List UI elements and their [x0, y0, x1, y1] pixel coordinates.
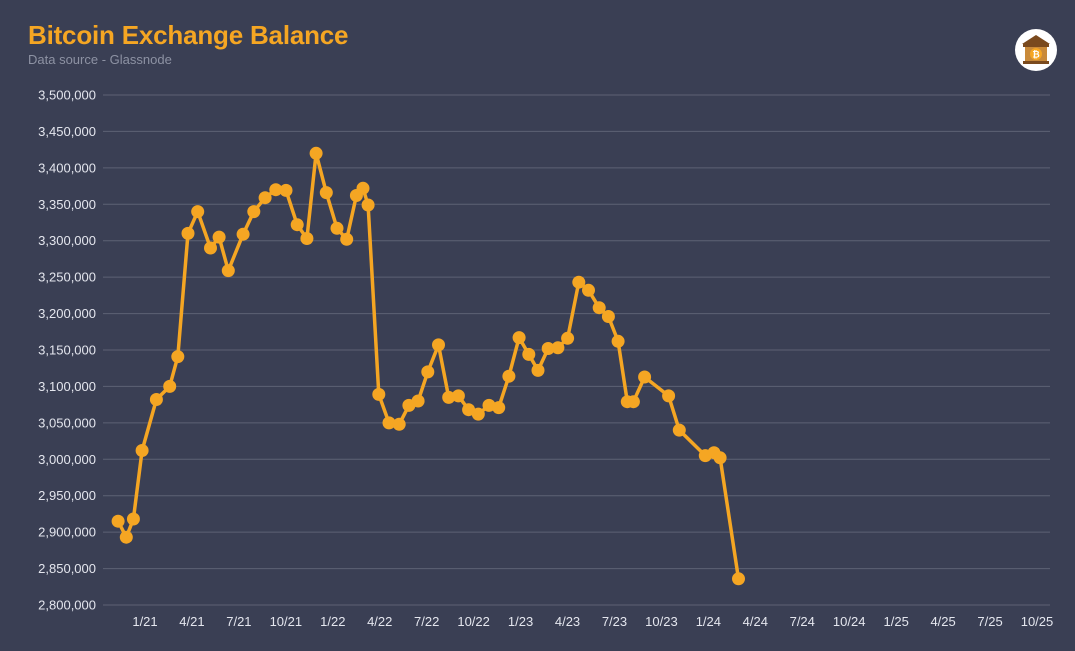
- data-point: [672, 423, 686, 437]
- chart-title: Bitcoin Exchange Balance: [28, 20, 349, 50]
- x-tick-label: 10/24: [833, 614, 866, 629]
- grid-lines: [103, 94, 1050, 606]
- data-point: [269, 183, 283, 197]
- x-axis-tick-labels: 1/21 4/21 7/21 10/21 1/22 4/22 7/22 10/22 1/23 4/…: [132, 614, 1053, 629]
- x-tick-label: 1/22: [320, 614, 345, 629]
- y-tick-label: 3,350,000: [38, 197, 96, 212]
- data-point: [442, 390, 456, 404]
- data-point: [432, 338, 445, 352]
- y-tick-label: 2,800,000: [38, 598, 96, 613]
- data-point: [392, 417, 406, 431]
- data-point: [462, 403, 476, 417]
- y-tick-label: 3,400,000: [38, 160, 96, 175]
- data-point: [126, 512, 140, 526]
- data-point: [356, 181, 370, 195]
- y-tick-label: 3,000,000: [38, 452, 96, 467]
- data-point: [592, 301, 606, 315]
- data-point: [713, 451, 727, 465]
- bitcoin-bank-icon: ₿: [1014, 28, 1058, 72]
- x-tick-label: 7/24: [790, 614, 815, 629]
- data-point: [330, 221, 344, 235]
- data-point: [451, 389, 465, 403]
- data-point: [626, 395, 640, 409]
- data-point: [662, 389, 676, 403]
- data-point: [236, 227, 250, 241]
- x-tick-label: 1/25: [884, 614, 909, 629]
- y-tick-label: 3,100,000: [38, 379, 96, 394]
- data-point: [522, 347, 536, 361]
- data-point: [340, 232, 354, 246]
- data-point: [382, 416, 396, 430]
- y-tick-label: 3,450,000: [38, 124, 96, 139]
- data-point: [300, 232, 314, 245]
- x-tick-label: 1/21: [132, 614, 157, 629]
- data-point: [212, 230, 226, 244]
- data-point: [582, 283, 595, 297]
- data-point: [204, 241, 217, 255]
- x-tick-label: 1/23: [508, 614, 533, 629]
- data-point: [638, 370, 652, 384]
- data-point: [421, 365, 435, 379]
- chart-subtitle: Data source - Glassnode: [28, 52, 172, 67]
- data-point: [309, 146, 323, 160]
- x-tick-label: 4/24: [743, 614, 768, 629]
- x-tick-label: 7/25: [977, 614, 1002, 629]
- y-tick-label: 2,950,000: [38, 488, 96, 503]
- data-point: [611, 334, 625, 348]
- data-point: [551, 341, 565, 355]
- data-point: [601, 310, 615, 323]
- data-point: [181, 226, 195, 240]
- x-tick-label: 4/22: [367, 614, 392, 629]
- data-point: [471, 407, 485, 421]
- y-tick-label: 3,300,000: [38, 233, 96, 248]
- x-tick-label: 7/21: [226, 614, 251, 629]
- y-tick-label: 3,500,000: [38, 88, 96, 103]
- data-point: [258, 191, 272, 205]
- y-tick-label: 2,850,000: [38, 561, 96, 576]
- data-point: [541, 342, 555, 355]
- series-points-group: [111, 146, 745, 586]
- data-point: [111, 514, 125, 528]
- data-point: [411, 394, 425, 408]
- data-point: [572, 275, 586, 289]
- data-point: [135, 444, 149, 457]
- x-tick-label: 7/22: [414, 614, 439, 629]
- data-point: [319, 186, 333, 200]
- x-tick-label: 7/23: [602, 614, 627, 629]
- data-point: [732, 572, 745, 586]
- x-tick-label: 10/21: [270, 614, 303, 629]
- x-tick-label: 10/23: [645, 614, 678, 629]
- data-point: [482, 398, 496, 412]
- data-point: [191, 205, 205, 219]
- data-point: [247, 205, 261, 219]
- data-point: [502, 369, 516, 383]
- x-tick-label: 4/21: [179, 614, 204, 629]
- data-point: [221, 264, 235, 278]
- data-point: [290, 218, 304, 232]
- x-tick-label: 10/22: [457, 614, 490, 629]
- y-tick-label: 3,050,000: [38, 415, 96, 430]
- data-point: [279, 183, 293, 197]
- svg-text:₿: ₿: [1032, 50, 1039, 61]
- x-tick-label: 4/23: [555, 614, 580, 629]
- y-tick-label: 2,900,000: [38, 525, 96, 540]
- data-point: [561, 331, 575, 345]
- x-tick-label: 4/25: [930, 614, 955, 629]
- data-point: [149, 393, 163, 406]
- data-point: [171, 350, 185, 364]
- y-tick-label: 3,200,000: [38, 306, 96, 321]
- data-point: [361, 198, 375, 212]
- y-tick-label: 3,150,000: [38, 343, 96, 358]
- x-tick-label: 10/25: [1021, 614, 1054, 629]
- x-tick-label: 1/24: [696, 614, 721, 629]
- data-point: [163, 379, 177, 393]
- data-point: [372, 387, 386, 401]
- data-point: [512, 331, 526, 345]
- y-tick-label: 3,250,000: [38, 270, 96, 285]
- data-point: [531, 363, 545, 377]
- y-axis-tick-labels: 2,800,000 2,850,000 2,900,000 2,950,000 3,00…: [38, 88, 96, 613]
- data-point: [119, 530, 133, 544]
- data-point: [492, 401, 506, 415]
